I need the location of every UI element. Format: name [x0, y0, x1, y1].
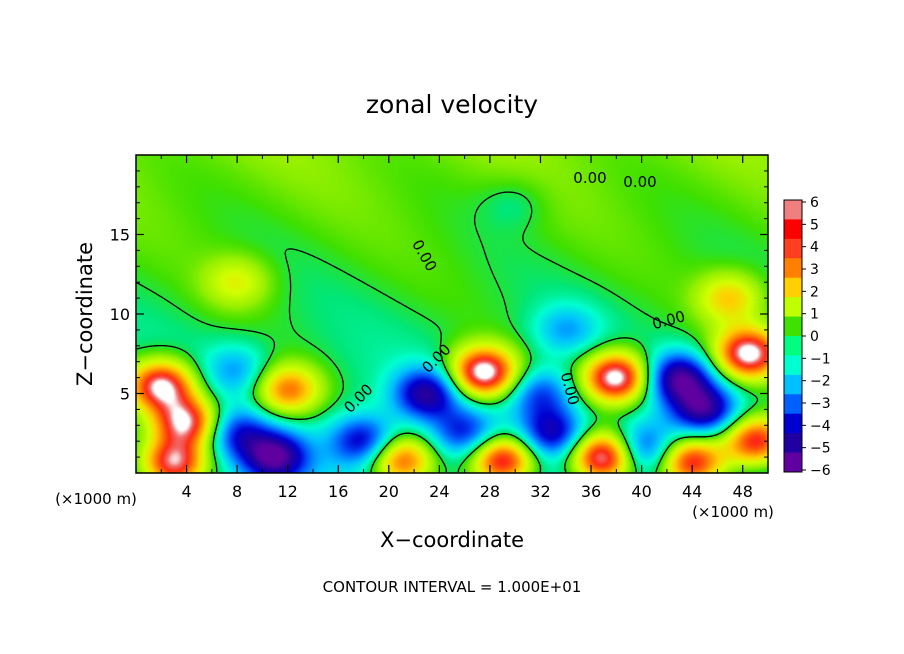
y-tick-label: 5 [120, 385, 130, 404]
plot-area: 0.000.000.000.000.000.000.00 [135, 154, 769, 474]
x-tick-label: 4 [181, 482, 191, 501]
x-tick-label: 36 [581, 482, 601, 501]
contour-label: 0.00 [623, 173, 656, 191]
colorbar-tick-label: −3 [810, 396, 831, 412]
colorbar-swatch [784, 277, 802, 298]
x-tick-label: 48 [733, 482, 753, 501]
colorbar-swatch [784, 238, 802, 259]
colorbar-tick-label: 1 [810, 307, 819, 323]
contour-label: 0.00 [573, 169, 606, 187]
colorbar-swatch [784, 336, 802, 356]
colorbar-swatch [784, 316, 802, 337]
colorbar-swatch [784, 413, 802, 434]
colorbar-tick-label: 6 [810, 195, 819, 211]
x-tick-label: 32 [530, 482, 550, 501]
contour-interval-note: CONTOUR INTERVAL = 1.000E+01 [323, 578, 582, 596]
colorbar-swatch [784, 219, 802, 240]
colorbar-swatch [784, 452, 802, 473]
zero-contours [136, 191, 759, 473]
x-unit-left: (×1000 m) [55, 490, 137, 508]
colorbar-tick-label: 0 [810, 329, 819, 345]
x-tick-label: 44 [682, 482, 702, 501]
colorbar-tick-label: 3 [810, 262, 819, 278]
colorbar-swatch [784, 394, 802, 415]
colorbar-tick-label: 4 [810, 240, 819, 256]
y-tick-label: 10 [110, 305, 130, 324]
y-tick-label: 15 [110, 226, 130, 245]
velocity-field [136, 155, 768, 473]
colorbar-tick-label: −6 [810, 463, 831, 479]
x-tick-label: 12 [278, 482, 298, 501]
x-tick-label: 20 [379, 482, 399, 501]
chart-title: zonal velocity [366, 90, 538, 119]
colorbar-swatch [784, 433, 802, 454]
colorbar-swatch [784, 374, 802, 395]
colorbar-swatch [784, 200, 802, 220]
colorbar-swatch [784, 355, 802, 376]
x-tick-label: 28 [480, 482, 500, 501]
colorbar-tick-label: −5 [810, 441, 831, 457]
colorbar-tick-label: −1 [810, 351, 831, 367]
colorbar-tick-label: −4 [810, 418, 831, 434]
x-tick-label: 8 [232, 482, 242, 501]
zero-contour-line [136, 191, 759, 473]
x-unit-right: (×1000 m) [692, 503, 774, 521]
x-axis: 4 8 12 16 20 24 28 32 36 40 44 48 [160, 155, 753, 501]
colorbar-tick-label: −2 [810, 374, 831, 390]
y-axis-label: Z−coordinate [73, 242, 97, 386]
colorbar: 6 5 4 3 2 1 0 −1 −2 −3 −4 −5 −6 [783, 195, 831, 479]
y-axis: 5 10 15 [110, 170, 768, 458]
colorbar-swatch [784, 297, 802, 318]
x-tick-label: 24 [429, 482, 449, 501]
x-axis-label: X−coordinate [380, 528, 524, 552]
colorbar-swatch [784, 258, 802, 279]
colorbar-tick-label: 2 [810, 284, 819, 300]
x-tick-label: 40 [631, 482, 651, 501]
x-tick-label: 16 [328, 482, 348, 501]
colorbar-tick-label: 5 [810, 217, 819, 233]
